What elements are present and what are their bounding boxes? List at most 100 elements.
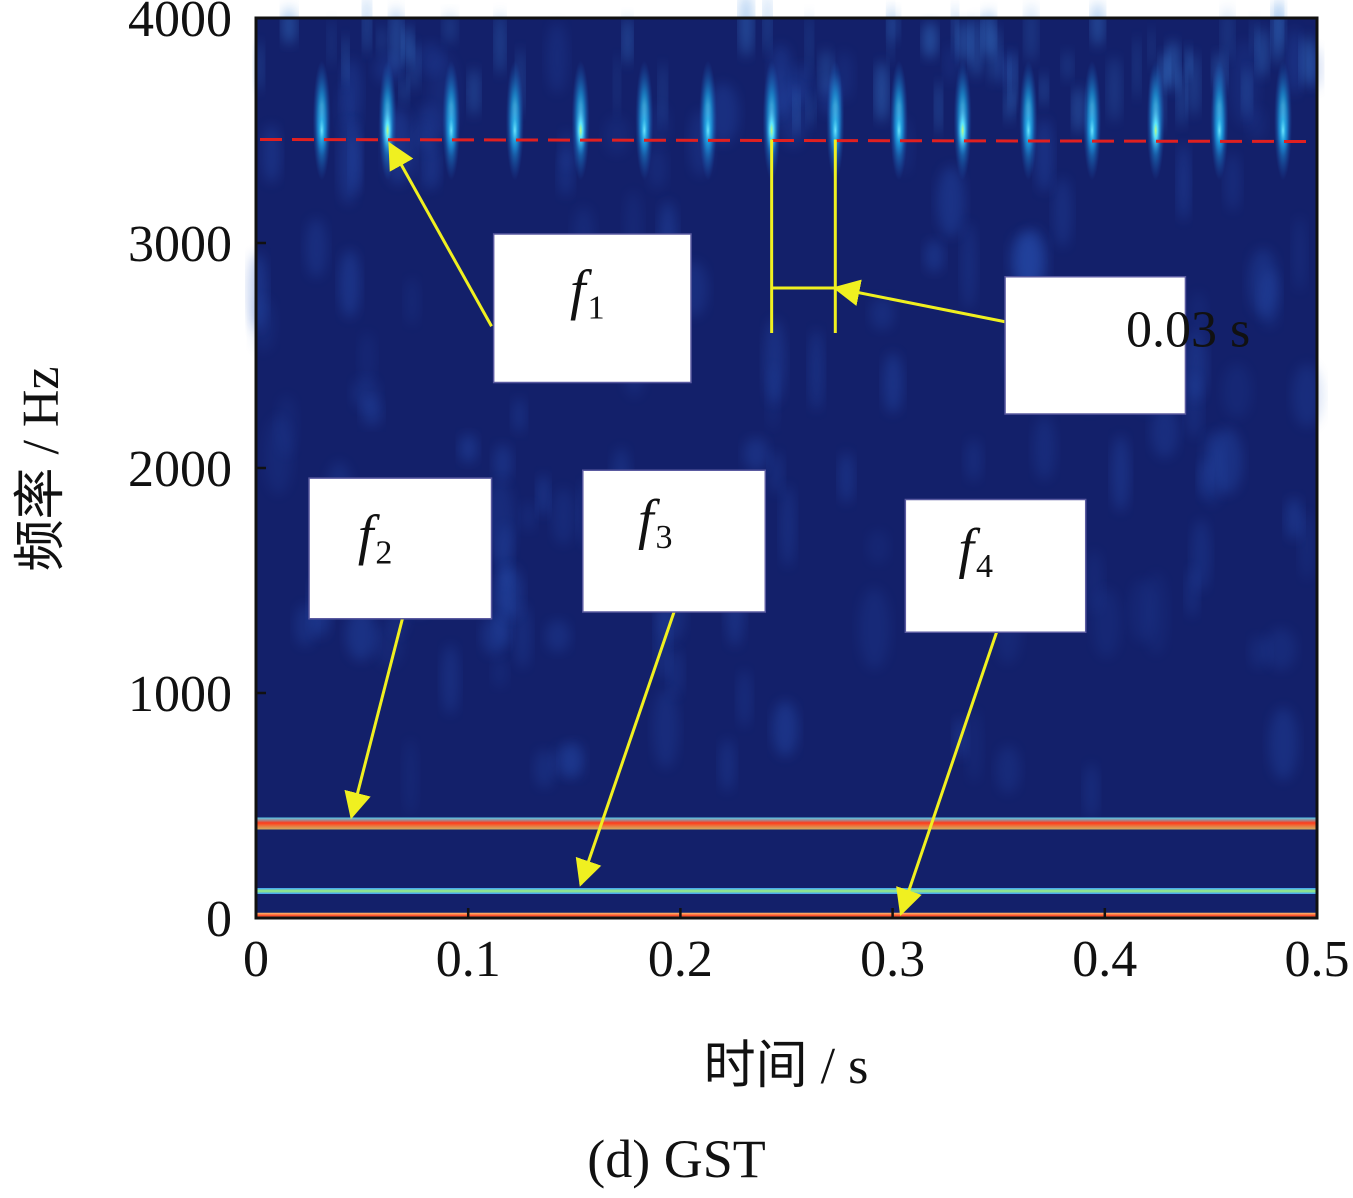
texture-spot bbox=[1190, 291, 1207, 335]
label-box-f3 bbox=[582, 469, 767, 613]
texture-spot bbox=[411, 122, 441, 191]
texture-spot bbox=[969, 17, 983, 78]
texture-spot bbox=[390, 6, 403, 72]
texture-spot bbox=[806, 94, 816, 127]
texture-spot bbox=[514, 603, 532, 669]
texture-spot bbox=[923, 21, 937, 59]
texture-spot bbox=[1107, 56, 1122, 123]
impulse-core bbox=[1213, 104, 1226, 157]
texture-spot bbox=[1301, 35, 1315, 88]
texture-spot bbox=[1292, 364, 1322, 428]
texture-spot bbox=[459, 433, 478, 464]
arrow-period bbox=[832, 279, 1006, 324]
texture-spot bbox=[546, 22, 568, 94]
y-tick-label: 3000 bbox=[128, 216, 232, 273]
texture-spot bbox=[1265, 628, 1297, 670]
impulse-core bbox=[1022, 104, 1035, 157]
impulse-core bbox=[638, 104, 651, 157]
texture-spot bbox=[1224, 152, 1241, 212]
x-axis-title: 时间 / s bbox=[704, 1038, 869, 1095]
texture-spot bbox=[363, 0, 371, 54]
texture-spot bbox=[1256, 27, 1269, 78]
impulse-core bbox=[956, 104, 969, 157]
texture-spot bbox=[537, 474, 550, 517]
impulse-core bbox=[765, 104, 778, 157]
band-f4 bbox=[256, 912, 1317, 919]
texture-spot bbox=[336, 85, 352, 132]
texture-spot bbox=[667, 648, 684, 697]
texture-spot bbox=[349, 120, 362, 194]
y-tick-label: 1000 bbox=[128, 666, 232, 723]
texture-spot bbox=[1287, 28, 1302, 95]
arrow-f1 bbox=[388, 141, 493, 327]
texture-spot bbox=[763, 319, 786, 404]
texture-spot bbox=[399, 76, 409, 106]
texture-spot bbox=[481, 615, 508, 656]
texture-spot bbox=[282, 6, 296, 45]
texture-spot bbox=[613, 53, 621, 118]
texture-spot bbox=[952, 4, 959, 56]
texture-spot bbox=[1191, 519, 1211, 592]
texture-spot bbox=[1185, 45, 1192, 78]
texture-spot bbox=[966, 709, 983, 783]
annotation-f2: f2 bbox=[308, 477, 493, 820]
y-tick-label: 2000 bbox=[128, 441, 232, 498]
texture-spot bbox=[944, 44, 957, 84]
texture-spot bbox=[1033, 415, 1056, 481]
texture-spot bbox=[558, 150, 574, 197]
texture-spot bbox=[552, 487, 575, 546]
texture-spot bbox=[1177, 67, 1187, 127]
texture-spot bbox=[418, 42, 443, 76]
texture-spot bbox=[377, 24, 387, 56]
texture-spot bbox=[1150, 405, 1179, 459]
texture-spot bbox=[1249, 635, 1270, 669]
texture-spot bbox=[763, 0, 772, 55]
arrow-f2 bbox=[344, 618, 404, 820]
y-tick-label: 4000 bbox=[128, 0, 232, 48]
texture-spot bbox=[1268, 707, 1299, 781]
spectrogram-texture bbox=[248, 0, 1322, 820]
texture-spot bbox=[965, 438, 983, 482]
texture-spot bbox=[1025, 3, 1038, 63]
x-tick-label: 0 bbox=[243, 931, 269, 988]
texture-spot bbox=[1004, 90, 1015, 123]
texture-spot bbox=[805, 11, 813, 75]
texture-spot bbox=[647, 146, 667, 190]
texture-spot bbox=[867, 530, 890, 564]
annotation-f1: f1 bbox=[388, 141, 692, 384]
texture-spot bbox=[498, 566, 524, 619]
texture-spot bbox=[1285, 497, 1303, 540]
texture-spot bbox=[403, 25, 414, 65]
texture-spot bbox=[520, 501, 536, 532]
impulse-core bbox=[701, 104, 714, 157]
texture-spot bbox=[1035, 118, 1054, 193]
y-axis: 0 1000 2000 3000 4000 bbox=[128, 0, 266, 948]
texture-spot bbox=[996, 745, 1021, 794]
x-tick-label: 0.2 bbox=[648, 931, 713, 988]
texture-spot bbox=[1201, 431, 1224, 505]
texture-spot bbox=[743, 437, 769, 472]
impulse-core bbox=[445, 104, 458, 157]
texture-spot bbox=[1185, 330, 1207, 401]
x-tick-label: 0.1 bbox=[436, 931, 501, 988]
texture-spot bbox=[493, 444, 513, 482]
texture-spot bbox=[342, 35, 349, 87]
figure-caption: (d) GST bbox=[587, 1129, 766, 1189]
texture-spot bbox=[1242, 66, 1252, 117]
texture-spot bbox=[883, 353, 903, 414]
annotation-f4: f4 bbox=[896, 498, 1087, 917]
band-f2 bbox=[256, 817, 1317, 830]
texture-spot bbox=[276, 395, 298, 457]
texture-spot bbox=[839, 451, 854, 504]
arrow-f4 bbox=[896, 631, 998, 917]
texture-spot bbox=[404, 277, 420, 326]
texture-spot bbox=[869, 296, 895, 331]
impulse-core bbox=[508, 104, 521, 157]
texture-spot bbox=[441, 644, 460, 715]
texture-spot bbox=[345, 608, 377, 661]
texture-spot bbox=[1221, 6, 1234, 62]
texture-spot bbox=[1133, 36, 1141, 100]
